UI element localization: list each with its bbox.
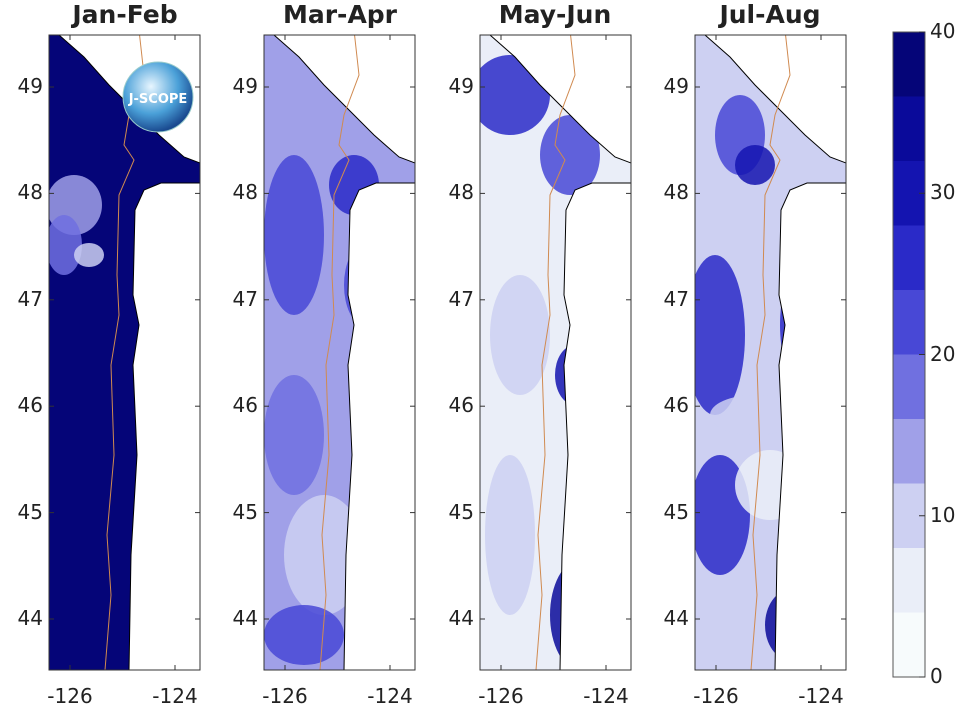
isobath-line xyxy=(535,35,576,670)
lat-tick-label: 47 xyxy=(232,286,258,311)
land-vancouver-island xyxy=(489,35,631,164)
concentration-patch xyxy=(284,495,364,615)
lat-tick-label: 46 xyxy=(448,393,474,418)
lon-tick-label: -124 xyxy=(798,684,844,708)
colorbar-tick-label: 10 xyxy=(930,502,956,527)
lat-tick-label: 44 xyxy=(17,606,43,630)
lat-tick-label: 46 xyxy=(17,393,43,418)
colorbar-bin xyxy=(893,354,925,419)
land-vancouver-island xyxy=(273,35,415,164)
panel-frame xyxy=(263,34,416,671)
colorbar-tick-label: 40 xyxy=(930,19,956,43)
concentration-patch xyxy=(735,145,775,185)
concentration-patch xyxy=(490,275,550,395)
colorbar-bin xyxy=(893,32,925,97)
colorbar-bin xyxy=(893,548,925,613)
lon-tick-label: -126 xyxy=(478,684,524,708)
concentration-patch xyxy=(74,243,104,267)
lat-tick-label: 47 xyxy=(663,286,689,311)
map-panel-jul-aug xyxy=(694,34,847,671)
lat-tick-label: 49 xyxy=(663,74,689,98)
lat-tick-label: 45 xyxy=(663,499,689,524)
colorbar-bin xyxy=(893,225,925,290)
colorbar-bin xyxy=(893,290,925,355)
lat-tick-label: 47 xyxy=(17,286,43,311)
panel-title-jul-aug: Jul-Aug xyxy=(719,0,821,29)
colorbar-tick-label: 0 xyxy=(930,664,943,688)
colorbar-bin xyxy=(893,612,925,677)
concentration-patch xyxy=(710,395,800,435)
panel-frame xyxy=(694,34,847,671)
isobath-line xyxy=(319,35,360,670)
concentration-patch xyxy=(264,155,324,315)
colorbar-bin xyxy=(893,419,925,484)
svg-text:J-SCOPE: J-SCOPE xyxy=(128,92,188,107)
lat-tick-label: 49 xyxy=(17,74,43,98)
land-vancouver-island xyxy=(704,35,846,164)
j-scope-logo: J-SCOPE xyxy=(122,61,194,133)
lat-tick-label: 48 xyxy=(17,180,43,205)
panel-title-mar-apr: Mar-Apr xyxy=(282,0,398,29)
colorbar xyxy=(892,31,926,678)
lat-tick-label: 45 xyxy=(17,499,43,524)
lat-tick-label: 46 xyxy=(232,393,258,418)
panel-title-jan-feb: Jan-Feb xyxy=(72,0,178,29)
concentration-patch xyxy=(264,605,344,665)
land-coast xyxy=(128,182,200,670)
lat-tick-label: 45 xyxy=(448,499,474,524)
lat-tick-label: 44 xyxy=(663,606,689,630)
lat-tick-label: 48 xyxy=(448,180,474,205)
concentration-patch xyxy=(49,215,82,275)
land-coast xyxy=(774,182,846,670)
lat-tick-label: 47 xyxy=(448,286,474,311)
concentration-patch xyxy=(540,115,600,195)
map-panel-may-jun xyxy=(479,34,632,671)
lat-tick-label: 49 xyxy=(448,74,474,98)
lat-tick-label: 44 xyxy=(232,606,258,630)
colorbar-tick-label: 20 xyxy=(930,341,956,366)
lat-tick-label: 46 xyxy=(663,393,689,418)
lat-tick-label: 45 xyxy=(232,499,258,524)
panel-frame xyxy=(48,34,201,671)
concentration-patch xyxy=(264,375,324,495)
lon-tick-label: -126 xyxy=(262,684,308,708)
concentration-patch xyxy=(695,255,745,415)
lat-tick-label: 44 xyxy=(448,606,474,630)
isobath-line xyxy=(750,35,791,670)
lon-tick-label: -124 xyxy=(152,684,198,708)
lat-tick-label: 48 xyxy=(232,180,258,205)
colorbar-bin xyxy=(893,96,925,161)
colorbar-tick-label: 30 xyxy=(930,180,956,205)
lon-tick-label: -126 xyxy=(693,684,739,708)
lon-tick-label: -124 xyxy=(367,684,413,708)
land-coast xyxy=(343,182,415,670)
map-panel-mar-apr xyxy=(263,34,416,671)
panel-frame xyxy=(479,34,632,671)
panel-title-may-jun: May-Jun xyxy=(498,0,612,29)
lon-tick-label: -126 xyxy=(47,684,93,708)
concentration-patch xyxy=(485,455,535,615)
lon-tick-label: -124 xyxy=(583,684,629,708)
land-coast xyxy=(559,182,631,670)
lat-tick-label: 49 xyxy=(232,74,258,98)
lat-tick-label: 48 xyxy=(663,180,689,205)
